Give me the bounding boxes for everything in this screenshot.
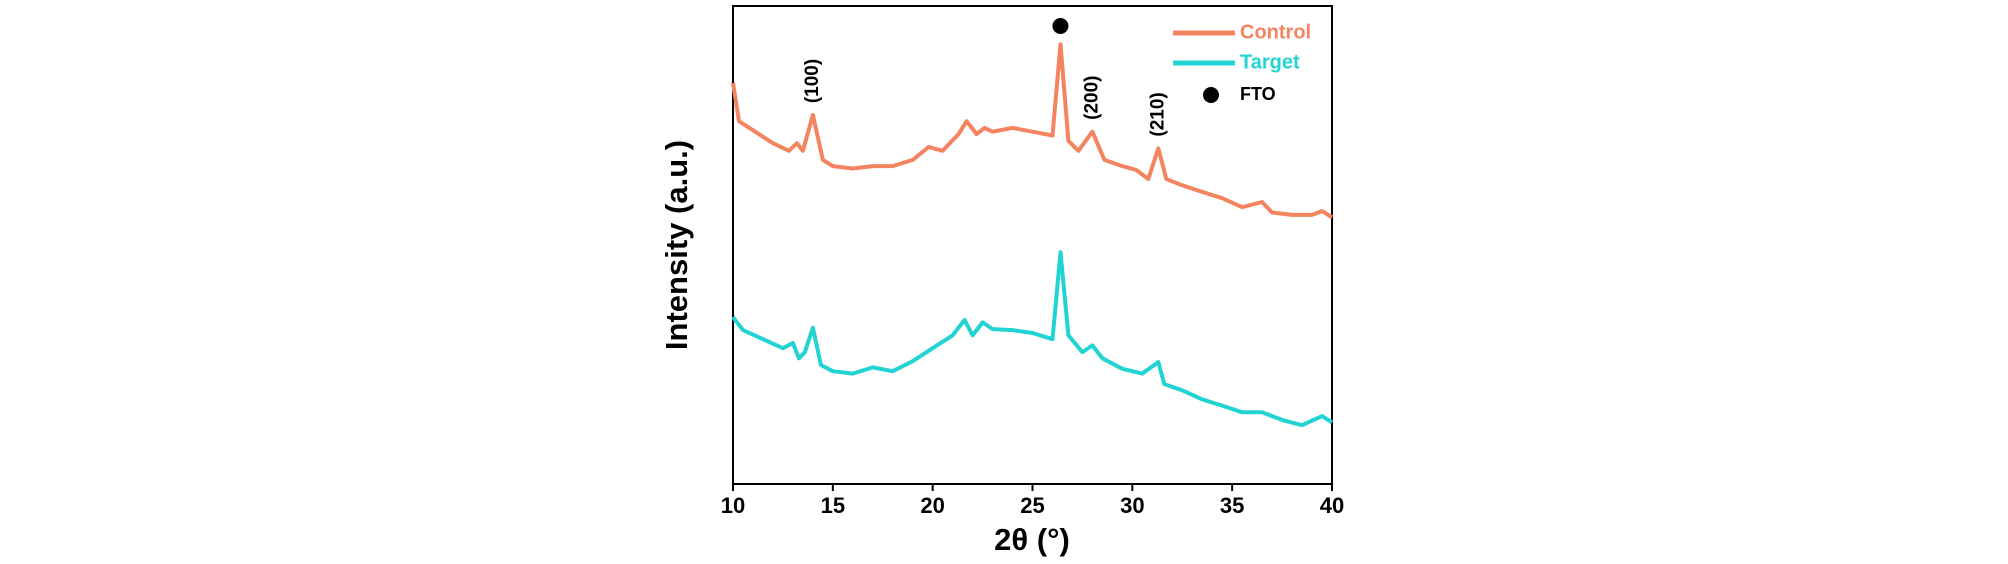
legend-marker	[1203, 87, 1219, 103]
fto-marker	[1052, 18, 1069, 34]
x-tick-label: 15	[821, 493, 845, 518]
x-tick-label: 35	[1220, 493, 1244, 518]
x-tick-label: 25	[1020, 493, 1044, 518]
legend-label: Target	[1240, 51, 1300, 73]
x-axis-label: 2θ (°)	[994, 522, 1070, 557]
y-axis-label: Intensity (a.u.)	[659, 140, 694, 350]
legend-label: Control	[1240, 21, 1311, 43]
series-line	[731, 250, 1334, 428]
x-tick-label: 40	[1320, 493, 1344, 518]
peak-annotation: (100)	[802, 59, 823, 103]
peak-annotation: (200)	[1081, 76, 1102, 120]
x-tick-label: 20	[920, 493, 944, 518]
legend-label: FTO	[1240, 84, 1276, 104]
x-tick-label: 10	[721, 493, 745, 518]
x-tick-label: 30	[1120, 493, 1144, 518]
series-line	[731, 42, 1334, 219]
peak-annotation: (210)	[1147, 92, 1168, 136]
